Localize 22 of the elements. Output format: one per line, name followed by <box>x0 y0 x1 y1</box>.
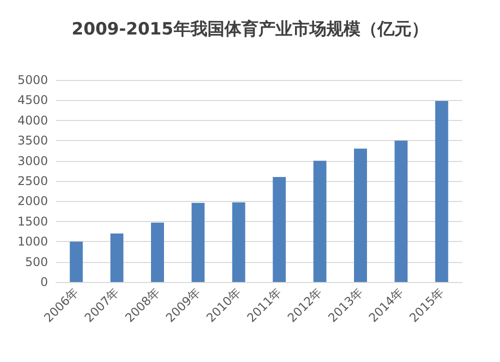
y-tick-label: 0 <box>40 275 48 289</box>
y-tick-label: 2500 <box>17 174 48 188</box>
y-tick-label: 1500 <box>17 214 48 228</box>
bar <box>354 148 367 282</box>
bar <box>313 160 326 282</box>
bar <box>151 222 164 282</box>
bar <box>192 202 205 282</box>
y-tick-label: 4500 <box>17 93 48 108</box>
bar <box>272 176 286 282</box>
y-tick-label: 3000 <box>17 154 48 168</box>
chart-title: 2009-2015年我国体育产业市场规模（亿元） <box>72 18 428 40</box>
y-tick-label: 4000 <box>17 113 48 128</box>
bar <box>394 140 408 282</box>
y-tick-label: 1000 <box>17 234 48 249</box>
y-tick-label: 5000 <box>17 73 48 87</box>
bar <box>232 202 246 282</box>
bar <box>110 234 124 282</box>
y-tick-label: 2000 <box>17 194 48 208</box>
y-tick-label: 500 <box>25 254 48 269</box>
bar <box>435 101 448 282</box>
bar <box>70 242 83 282</box>
y-tick-label: 3500 <box>17 134 48 148</box>
